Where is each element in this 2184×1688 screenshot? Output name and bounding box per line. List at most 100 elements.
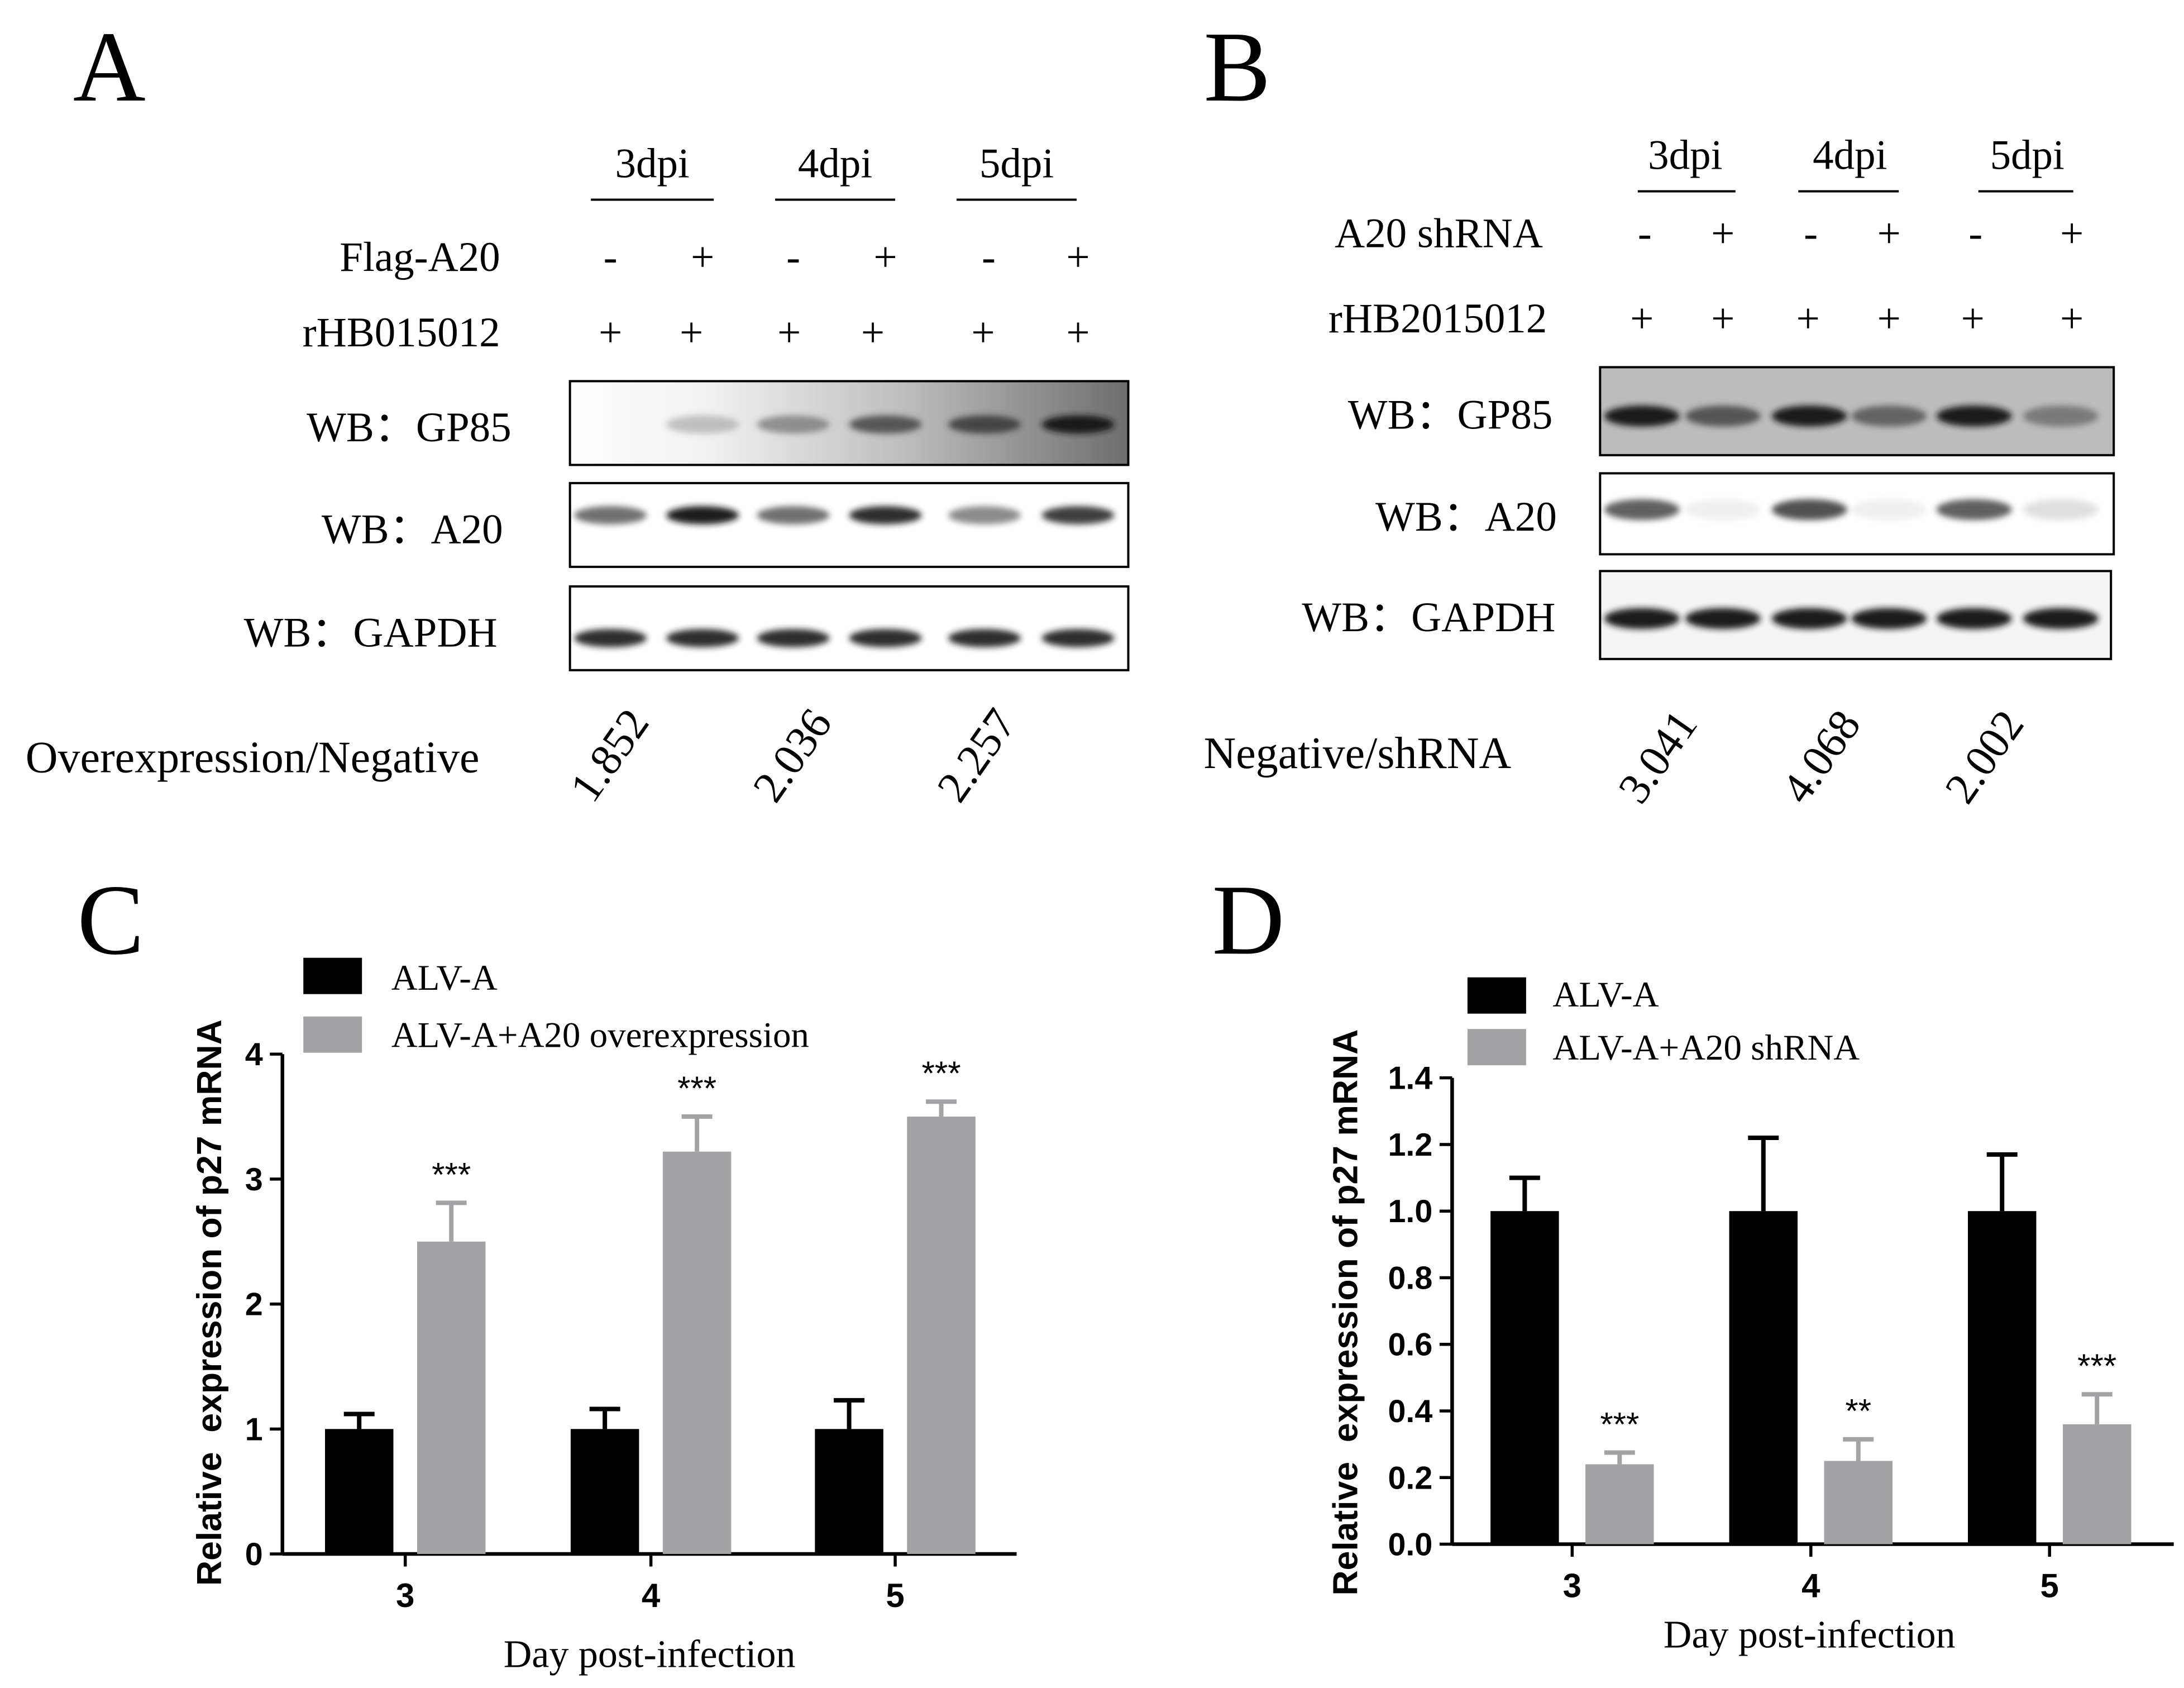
panel-a-blot-band — [849, 415, 922, 434]
panel-a-sign: - — [604, 234, 618, 280]
panel-d-significance-label: *** — [1600, 1406, 1639, 1443]
panel-b-blot-band — [2023, 499, 2099, 521]
panel-b-sign: + — [2060, 295, 2083, 342]
panel-a-gp85-blot-frame — [568, 380, 1130, 466]
panel-a-gp85-blot-background — [570, 381, 1129, 465]
panel-d-y-tick-label: 0.2 — [1388, 1460, 1432, 1496]
panel-a-blot-band — [849, 629, 922, 647]
panel-d-bar — [1967, 1211, 2037, 1544]
panel-b-ratio-label: Negative/shRNA — [1203, 729, 1511, 778]
panel-d-bar — [1490, 1211, 1559, 1544]
panel-b-sign: - — [1638, 210, 1652, 256]
panel-b-blot-band — [1604, 608, 1680, 630]
panel-a-sign: + — [691, 234, 714, 280]
panel-b-blot-band — [1936, 608, 2012, 630]
panel-a-blot-band — [948, 629, 1021, 647]
panel-d-y-axis-label: Relative expression of p27 mRNA — [1326, 1029, 1365, 1596]
panel-d-y-tick-label: 1.4 — [1388, 1061, 1432, 1096]
panel-c-significance-label: *** — [922, 1055, 961, 1092]
panel-a-sign: + — [1066, 234, 1089, 280]
panel-c-x-tick-label: 4 — [642, 1577, 661, 1614]
panel-b-blot-band — [1771, 608, 1847, 630]
panel-d-significance-label: *** — [2077, 1347, 2116, 1385]
panel-c-bar — [815, 1429, 883, 1555]
panel-a-sign: + — [971, 309, 995, 356]
panel-a-blot-band — [1041, 629, 1115, 647]
panel-b-row-signs: - + - + - + + + + + + + — [1630, 210, 2083, 341]
panel-c-y-tick-label: 2 — [245, 1287, 263, 1323]
panel-a-sign: + — [680, 309, 703, 356]
panel-b-blot-band — [1771, 406, 1847, 427]
panel-b-blot-band — [2023, 608, 2099, 630]
panel-d-letter: D — [1212, 864, 1284, 975]
panel-b-sign: + — [2060, 210, 2083, 256]
panel-b-blot-band — [1851, 406, 1927, 427]
panel-d-significance-label: ** — [1845, 1393, 1871, 1430]
panel-b-sign: + — [1877, 210, 1901, 256]
panel-a-group-label: 4dpi — [798, 140, 872, 187]
panel-d-legend-label: ALV-A+A20 shRNA — [1552, 1028, 1860, 1068]
panel-b-blot-band — [1685, 499, 1761, 521]
panel-b-row-label: A20 shRNA — [1335, 210, 1543, 256]
panel-b-sign: - — [1968, 210, 1982, 256]
panel-a-row-label: rHB015012 — [303, 309, 500, 356]
panel-a-row-signs: - + - + - + + + + + + + — [599, 234, 1090, 356]
panel-b-ratio-value: 3.041 — [1609, 702, 1707, 812]
panel-b-sign: + — [1961, 295, 1985, 342]
panel-b-blot-band — [2023, 406, 2099, 427]
panel-d-x-tick-label: 4 — [1801, 1567, 1820, 1605]
panel-b-sign: + — [1711, 210, 1734, 256]
panel-a-blot-label: WB：GP85 — [307, 404, 512, 451]
panel-c-plot-area: 0 1 2 3 4 3 *** 4 *** 5 *** — [245, 1037, 1017, 1614]
panel-d-y-tick-label: 1.2 — [1388, 1127, 1432, 1163]
panel-a-ratio-value: 2.257 — [928, 700, 1026, 810]
panel-d-legend-label: ALV-A — [1552, 975, 1659, 1015]
panel-a-sign: - — [786, 234, 800, 280]
panel-a-blot-band — [948, 415, 1021, 434]
panel-a-group-label: 5dpi — [979, 140, 1054, 187]
panel-a-sign: + — [873, 234, 897, 280]
panel-a-row-label: Flag-A20 — [340, 234, 500, 280]
panel-c-legend-label: ALV-A — [391, 958, 498, 998]
panel-a-ratio-label: Overexpression/Negative — [26, 733, 480, 782]
panel-b-gp85-blot-frame — [1599, 366, 2115, 456]
panel-a-sign: + — [1066, 309, 1089, 356]
panel-d-x-axis-label: Day post-infection — [1664, 1614, 1956, 1657]
panel-b-blot-band — [1771, 499, 1847, 521]
panel-b-sign: + — [1711, 295, 1734, 342]
panel-b-blot-label: WB：GAPDH — [1302, 594, 1555, 641]
panel-a-ratio-value: 1.852 — [561, 700, 658, 810]
panel-c-y-tick-label: 4 — [245, 1037, 263, 1072]
panel-a-ratio-value: 2.036 — [744, 700, 842, 810]
panel-a-sign: + — [777, 309, 801, 356]
panel-a-blot-band — [1041, 415, 1115, 434]
panel-d-plot-area: 0.0 0.2 0.4 0.6 0.8 1.0 1.2 1.4 3 *** 4 ** 5 *** — [1388, 1061, 2174, 1605]
panel-a-blot-label: WB：GAPDH — [244, 609, 498, 656]
panel-d-legend-swatch — [1467, 977, 1526, 1014]
panel-c-y-tick-label: 1 — [245, 1412, 263, 1447]
panel-d: D ALV-A ALV-A+A20 shRNA Relative express… — [1212, 864, 2174, 1657]
panel-d-y-tick-label: 0.0 — [1388, 1527, 1432, 1563]
panel-a-blot-band — [666, 506, 739, 524]
panel-a-group-label: 3dpi — [615, 140, 689, 187]
panel-c-y-tick-label: 3 — [245, 1162, 263, 1198]
panel-b-blot-band — [1851, 608, 1927, 630]
panel-d-bar — [1729, 1211, 1798, 1544]
panel-a-blot-labels: WB：GP85 WB：A20 WB：GAPDH — [244, 404, 512, 656]
panel-a: A 3dpi 4dpi 5dpi Flag-A20 rHB015012 - + … — [26, 11, 1130, 810]
panel-b-row-label: rHB2015012 — [1328, 295, 1547, 342]
panel-a-blot-band — [1041, 506, 1115, 524]
panel-c-significance-label: *** — [677, 1070, 716, 1107]
panel-c-x-tick-label: 5 — [886, 1577, 904, 1614]
panel-c-bar — [417, 1241, 486, 1555]
panel-c-bar — [570, 1429, 639, 1555]
panel-b-a20-blot-frame — [1599, 472, 2115, 556]
panel-a-blot-band — [757, 415, 830, 434]
panel-c-legend-swatch — [303, 1016, 362, 1053]
panel-a-sign: + — [599, 309, 622, 356]
panel-c-legend-swatch — [303, 957, 362, 994]
panel-d-bar — [1585, 1464, 1654, 1544]
panel-a-blot-bands — [574, 415, 1115, 647]
panel-d-y-tick-label: 0.4 — [1388, 1394, 1432, 1429]
